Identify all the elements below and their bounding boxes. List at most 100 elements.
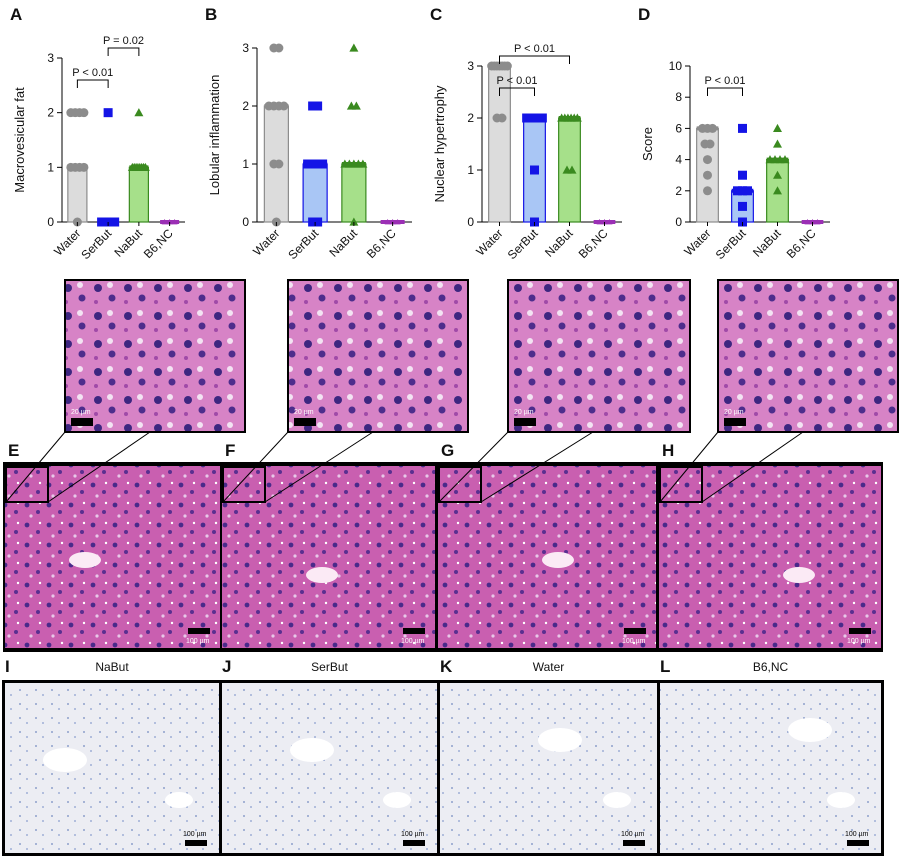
scale-bar xyxy=(403,840,425,846)
scale-bar xyxy=(403,628,425,634)
data-point xyxy=(773,186,782,195)
data-point xyxy=(79,162,89,172)
zoom-line xyxy=(480,431,594,503)
data-point xyxy=(705,139,715,149)
zoom-line xyxy=(264,431,374,503)
data-point xyxy=(703,186,712,196)
scale-bar xyxy=(188,628,210,634)
scale-label: 20 µm xyxy=(71,409,91,416)
data-point xyxy=(804,219,811,225)
x-tick-label: NaBut xyxy=(327,226,361,260)
data-point xyxy=(596,219,603,225)
scale-label: 100 µm xyxy=(401,831,425,838)
data-point xyxy=(743,186,752,196)
vessel xyxy=(69,552,101,568)
vessel xyxy=(538,728,582,752)
data-point xyxy=(103,108,113,118)
x-tick-label: SerBut xyxy=(285,226,321,262)
x-tick-label: Water xyxy=(681,226,713,258)
panel-label: L xyxy=(660,657,670,676)
data-point xyxy=(166,219,173,225)
y-tick-label: 1 xyxy=(242,157,249,171)
data-point xyxy=(140,162,150,171)
scale-label: 100 µm xyxy=(845,831,869,838)
scale-label: 100 µm xyxy=(847,638,871,645)
data-point xyxy=(530,165,539,175)
scale-bar xyxy=(623,840,645,846)
zoom-image xyxy=(287,279,469,433)
panel-label: I xyxy=(5,657,10,676)
significance-label: P = 0.02 xyxy=(103,35,144,47)
data-point xyxy=(703,170,712,180)
x-tick-label: Water xyxy=(250,226,282,258)
significance-bracket xyxy=(499,55,570,64)
data-point xyxy=(171,219,178,225)
vessel xyxy=(827,792,855,808)
y-tick-label: 2 xyxy=(47,106,54,120)
scale-bar xyxy=(514,418,536,426)
significance-bracket xyxy=(107,47,140,56)
zoom-image xyxy=(507,279,691,433)
data-point xyxy=(814,219,821,225)
y-tick-label: 3 xyxy=(467,59,474,73)
y-tick-label: 3 xyxy=(242,41,249,55)
data-point xyxy=(79,108,89,118)
data-point xyxy=(351,101,361,110)
panel-label: C xyxy=(430,5,442,24)
x-tick-label: SerBut xyxy=(78,226,114,262)
bar xyxy=(302,163,328,223)
data-point xyxy=(780,155,790,164)
vessel xyxy=(43,748,87,772)
y-tick-label: 0 xyxy=(242,215,249,229)
data-point xyxy=(358,159,368,168)
scale-label: 100 µm xyxy=(622,638,646,645)
he-image xyxy=(5,466,220,648)
data-point xyxy=(313,217,323,227)
data-point xyxy=(773,170,782,179)
y-tick-label: 0 xyxy=(467,215,474,229)
he-image xyxy=(222,466,435,648)
data-point xyxy=(773,123,782,132)
data-point xyxy=(572,113,582,122)
ihc-image xyxy=(440,683,657,853)
data-point xyxy=(606,219,613,225)
data-point xyxy=(601,219,608,225)
y-axis-label: Lobular inflammation xyxy=(207,75,222,196)
scale-label: 100 µm xyxy=(401,638,425,645)
bar xyxy=(128,166,150,223)
data-point xyxy=(303,159,313,169)
data-point xyxy=(274,43,284,53)
zoom-line xyxy=(222,431,289,503)
significance-label: P < 0.01 xyxy=(514,43,555,55)
data-point xyxy=(497,113,507,123)
zoom-line xyxy=(438,431,509,503)
y-tick-label: 0 xyxy=(675,215,682,229)
data-point xyxy=(502,61,512,71)
panel-label: G xyxy=(441,441,454,460)
x-tick-label: B6,NC xyxy=(576,226,611,261)
data-point xyxy=(313,159,323,169)
x-tick-label: B6,NC xyxy=(784,226,819,261)
inset-box xyxy=(659,466,703,503)
significance-label: P < 0.01 xyxy=(704,75,745,87)
vessel xyxy=(603,792,631,808)
data-point xyxy=(313,101,323,111)
scale-bar xyxy=(849,628,871,634)
zoom-line xyxy=(659,431,719,503)
zoom-image xyxy=(717,279,899,433)
vessel xyxy=(383,792,411,808)
significance-label: P < 0.01 xyxy=(496,75,537,87)
y-tick-label: 10 xyxy=(669,59,683,73)
inset-box xyxy=(5,466,49,503)
data-point xyxy=(708,123,717,133)
data-point xyxy=(738,186,747,196)
significance-bracket xyxy=(707,87,743,96)
scale-label: 100 µm xyxy=(183,831,207,838)
panel-label: D xyxy=(638,5,650,24)
panel-label: H xyxy=(662,441,674,460)
scale-label: 20 µm xyxy=(294,409,314,416)
x-tick-label: NaBut xyxy=(112,226,146,260)
vessel xyxy=(783,567,815,583)
significance-label: P < 0.01 xyxy=(72,67,113,79)
scale-label: 20 µm xyxy=(514,409,534,416)
